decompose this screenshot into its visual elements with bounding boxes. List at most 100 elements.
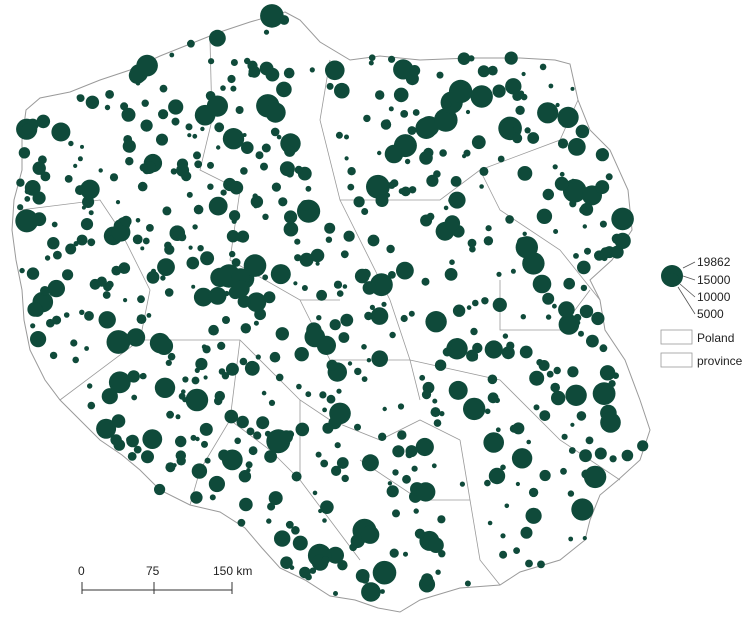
symbol-point — [322, 407, 327, 413]
symbol-point — [497, 155, 505, 163]
symbol-point — [132, 234, 143, 245]
symbol-point — [263, 291, 276, 304]
legend-value-4: 5000 — [697, 307, 724, 321]
proportional-symbols — [15, 4, 649, 602]
symbol-point — [315, 261, 320, 266]
symbol-point — [334, 442, 341, 449]
symbol-point — [47, 237, 60, 250]
symbol-point — [125, 157, 134, 166]
symbol-point — [278, 197, 288, 207]
symbol-point — [338, 332, 350, 343]
symbol-point — [331, 465, 342, 476]
symbol-point — [567, 366, 579, 378]
symbol-point — [393, 87, 409, 103]
symbol-point — [502, 333, 509, 339]
symbol-point — [208, 324, 219, 336]
symbol-point — [550, 382, 560, 393]
symbol-point — [26, 267, 40, 280]
symbol-point — [433, 419, 442, 427]
symbol-point — [389, 331, 396, 339]
symbol-point — [126, 436, 134, 444]
symbol-point — [442, 347, 452, 357]
symbol-point — [88, 210, 94, 216]
symbol-point — [467, 238, 477, 248]
symbol-point — [539, 63, 547, 71]
symbol-point — [538, 360, 550, 371]
poland-outline — [11, 11, 651, 613]
symbol-point — [206, 95, 228, 117]
symbol-point — [513, 125, 521, 133]
scale-bar: 0 75 150 km — [78, 564, 252, 594]
symbol-point — [413, 508, 419, 514]
symbol-point — [545, 314, 552, 320]
symbol-point — [36, 114, 51, 129]
symbol-point — [408, 310, 415, 317]
symbol-point — [542, 188, 554, 201]
legend-province-label: province — [697, 354, 743, 368]
symbol-point — [539, 410, 551, 421]
symbol-point — [32, 191, 46, 205]
symbol-point — [259, 61, 274, 76]
symbol-point — [275, 327, 289, 341]
symbol-point — [444, 215, 461, 231]
symbol-point — [195, 357, 208, 371]
symbol-point — [585, 436, 594, 445]
symbol-point — [512, 133, 523, 144]
symbol-point — [470, 85, 493, 108]
scale-label-0: 0 — [78, 564, 85, 578]
symbol-point — [266, 518, 272, 524]
symbol-point — [434, 108, 458, 132]
symbol-point — [326, 394, 336, 404]
symbol-point — [186, 191, 193, 198]
symbol-point — [621, 449, 634, 462]
symbol-point — [426, 212, 435, 221]
symbol-point — [253, 431, 262, 440]
symbol-point — [52, 315, 62, 325]
symbol-point — [122, 139, 136, 153]
symbol-point — [235, 232, 245, 242]
legend-value-1: 19862 — [697, 255, 731, 269]
symbol-point — [370, 307, 389, 325]
symbol-point — [241, 141, 254, 154]
symbol-point — [239, 357, 248, 366]
symbol-point — [309, 567, 317, 574]
symbol-point — [191, 284, 196, 289]
symbol-point — [515, 105, 525, 116]
symbol-point — [329, 402, 351, 425]
symbol-point — [557, 106, 579, 128]
symbol-point — [536, 208, 553, 224]
symbol-point — [492, 84, 506, 98]
symbol-point — [248, 65, 261, 78]
symbol-point — [164, 241, 172, 250]
symbol-point — [533, 404, 540, 411]
symbol-point — [268, 491, 283, 506]
symbol-point — [240, 323, 251, 334]
symbol-point — [18, 147, 31, 159]
symbol-point — [388, 106, 394, 112]
symbol-point — [76, 94, 83, 101]
symbol-point — [432, 398, 438, 404]
symbol-point — [443, 205, 449, 211]
symbol-point — [527, 132, 540, 144]
symbol-point — [472, 299, 479, 307]
symbol-point — [329, 319, 341, 331]
symbol-point — [216, 145, 221, 150]
symbol-point — [368, 54, 376, 61]
symbol-point — [579, 449, 592, 463]
symbol-point — [146, 224, 154, 232]
symbol-point — [575, 124, 590, 139]
symbol-point — [546, 370, 554, 378]
legend-value-2: 15000 — [697, 273, 731, 287]
symbol-point — [487, 520, 493, 526]
symbol-point — [470, 327, 478, 336]
symbol-point — [421, 573, 434, 586]
symbol-point — [285, 520, 294, 529]
symbol-point — [444, 268, 458, 281]
symbol-point — [487, 65, 498, 76]
symbol-point — [85, 95, 100, 110]
symbol-point — [366, 358, 372, 363]
symbol-point — [299, 252, 314, 267]
symbol-point — [558, 301, 575, 318]
symbol-point — [515, 481, 521, 487]
